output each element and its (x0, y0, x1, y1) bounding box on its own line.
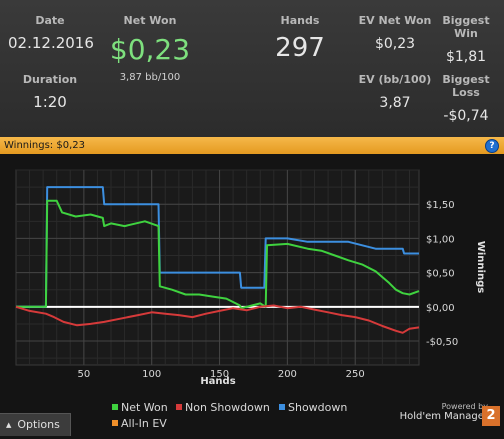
legend-label: Showdown (288, 401, 348, 414)
winnings-title: Winnings: $0,23 (4, 140, 85, 151)
x-tick-label: 250 (346, 369, 365, 380)
stat-ev-net-won: EV Net Won $0,23 (357, 14, 433, 52)
y-tick-label: $0,50 (426, 269, 455, 280)
stat-duration-value: 1:20 (33, 93, 67, 111)
winnings-chart: 50 100 150 200 250 -$0,50 $0,00 $0,50 $1,00 $1,50… (15, 169, 486, 387)
series-line-showdown (16, 186, 419, 308)
brand-name: Hold'em Manager (399, 411, 488, 422)
chart-ticks: 50 100 150 200 250 -$0,50 $0,00 $0,50 $1,00 $1,50 (77, 200, 458, 380)
stat-net-won-value: $0,23 (109, 33, 191, 66)
stat-net-won: Net Won $0,23 3,87 bb/100 (100, 14, 200, 83)
stat-biggest-loss: Biggest Loss -$0,74 (430, 73, 502, 124)
legend-label: Non Showdown (185, 401, 270, 414)
legend-label: Net Won (121, 401, 168, 414)
help-icon[interactable]: ? (485, 139, 499, 153)
stat-biggest-win-value: $1,81 (445, 49, 487, 65)
series-line-net-won (16, 199, 420, 310)
x-tick-label: 200 (278, 369, 297, 380)
chart-legend: Net Won Non Showdown Showdown All-In EV (0, 154, 504, 439)
stat-ev-net-won-value: $0,23 (374, 36, 416, 52)
stat-hands-label: Hands (280, 14, 320, 27)
powered-by-text: Powered by (441, 402, 488, 411)
stat-date: Date 02.12.2016 (8, 14, 94, 52)
stat-biggest-loss-label: Biggest Loss (442, 73, 490, 99)
legend-net-won[interactable]: Net Won (112, 401, 168, 414)
stat-ev-bb100-label: EV (bb/100) (358, 73, 432, 86)
y-axis-label: Winnings (475, 241, 486, 293)
stats-panel: Date 02.12.2016 Duration 1:20 Net Won $0… (0, 0, 504, 135)
y-tick-label: $0,00 (426, 303, 455, 314)
legend-showdown[interactable]: Showdown (279, 401, 347, 414)
y-tick-label: -$0,50 (426, 337, 458, 348)
stat-ev-net-won-label: EV Net Won (358, 14, 432, 27)
stat-net-won-label: Net Won (123, 14, 177, 27)
legend-swatch (279, 404, 285, 410)
stat-hands: Hands 297 (255, 14, 345, 63)
stat-ev-bb100: EV (bb/100) 3,87 (357, 73, 433, 111)
options-label: Options (17, 418, 60, 431)
hm2-logo-icon: 2 (482, 406, 500, 426)
chart-series (15, 186, 420, 334)
stat-duration-label: Duration (22, 73, 78, 86)
powered-by-brand: Powered by Hold'em Manager (400, 402, 488, 422)
x-axis-label: Hands (200, 376, 235, 387)
stat-biggest-win: Biggest Win $1,81 (430, 14, 502, 65)
x-tick-label: 100 (142, 369, 161, 380)
hm2-logo-text: 2 (486, 408, 496, 423)
stat-duration: Duration 1:20 (8, 73, 92, 111)
stat-ev-bb100-value: 3,87 (379, 95, 411, 111)
x-tick-label: 150 (210, 369, 229, 380)
stat-biggest-win-label: Biggest Win (442, 14, 490, 40)
series-line-non-showdown (15, 304, 420, 334)
options-button[interactable]: ▲ Options (0, 413, 71, 436)
legend-swatch (112, 404, 118, 410)
legend-all-in-ev[interactable]: All-In EV (112, 417, 167, 430)
legend-non-showdown[interactable]: Non Showdown (176, 401, 270, 414)
stat-hands-value: 297 (275, 33, 325, 63)
legend-swatch (112, 420, 118, 426)
stat-date-label: Date (35, 14, 65, 27)
winnings-title-bar: Winnings: $0,23 ? (0, 137, 504, 154)
y-tick-label: $1,00 (426, 234, 455, 245)
expand-up-icon: ▲ (6, 421, 12, 429)
y-tick-label: $1,50 (426, 200, 455, 211)
legend-swatch (176, 404, 182, 410)
winnings-chart-area: 50 100 150 200 250 -$0,50 $0,00 $0,50 $1,00 $1,50… (0, 154, 504, 439)
x-tick-label: 50 (77, 369, 90, 380)
stat-biggest-loss-value: -$0,74 (443, 108, 489, 124)
stat-date-value: 02.12.2016 (8, 34, 94, 52)
plot-background (15, 169, 420, 366)
stat-net-won-bb100: 3,87 bb/100 (119, 72, 181, 83)
legend-label: All-In EV (121, 417, 167, 430)
